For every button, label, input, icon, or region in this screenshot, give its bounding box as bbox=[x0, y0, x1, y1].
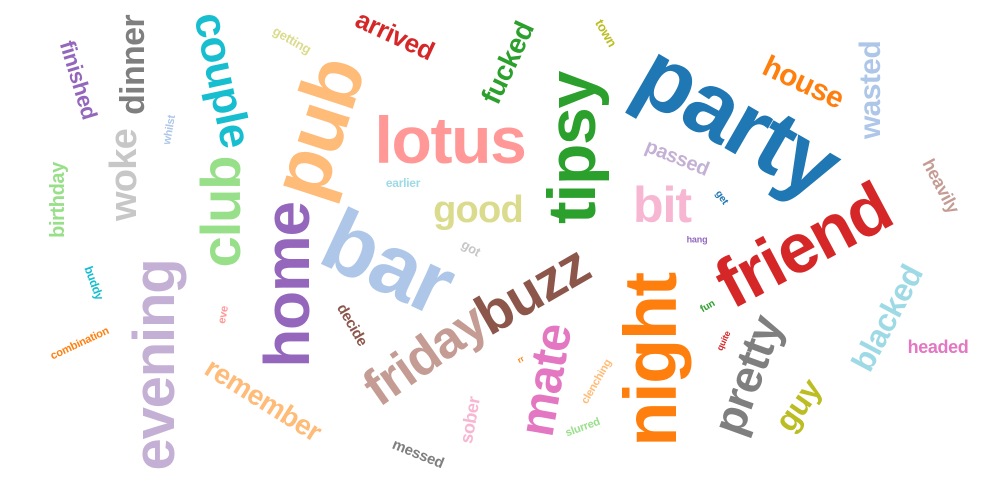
word-bit: bit bbox=[632, 177, 692, 233]
word-tipsy: tipsy bbox=[534, 72, 610, 224]
word-fucked: fucked bbox=[475, 16, 540, 109]
word-whilst: whilst bbox=[161, 114, 179, 146]
word-couple: couple bbox=[184, 8, 261, 152]
word-headed: headed bbox=[907, 337, 969, 357]
word-buddy: buddy bbox=[81, 264, 107, 302]
word-getting: getting bbox=[270, 23, 314, 57]
word-mate: mate bbox=[507, 319, 583, 441]
word-sober: sober bbox=[456, 395, 484, 445]
word-get: get bbox=[712, 188, 731, 207]
word-woke: woke bbox=[103, 129, 145, 221]
word-guy: guy bbox=[767, 372, 829, 438]
word-club: club bbox=[189, 156, 252, 268]
word-home: home bbox=[251, 202, 323, 368]
word-decide: decide bbox=[333, 300, 371, 350]
word-good: good bbox=[433, 189, 524, 231]
word-hang: hang bbox=[686, 234, 708, 245]
word-fun: fun bbox=[698, 298, 717, 316]
word-earlier: earlier bbox=[385, 176, 421, 190]
word-finished: finished bbox=[54, 37, 103, 123]
word-night: night bbox=[609, 273, 692, 447]
word-arrived: arrived bbox=[351, 3, 439, 67]
word-wasted: wasted bbox=[854, 40, 887, 140]
word-birthday: birthday bbox=[47, 162, 69, 238]
word-evening: evening bbox=[122, 259, 187, 471]
word-messed: messed bbox=[389, 435, 447, 473]
word-pub: pub bbox=[253, 46, 382, 210]
word-heavily: heavily bbox=[918, 155, 964, 217]
word-town: town bbox=[592, 16, 620, 50]
word-dinner: dinner bbox=[114, 15, 152, 115]
word-blacked: blacked bbox=[844, 258, 930, 378]
word-lotus: lotus bbox=[374, 103, 526, 177]
word-combination: combination bbox=[48, 324, 111, 363]
word-slurred: slurred bbox=[563, 415, 602, 440]
word-eve: eve bbox=[216, 305, 231, 325]
